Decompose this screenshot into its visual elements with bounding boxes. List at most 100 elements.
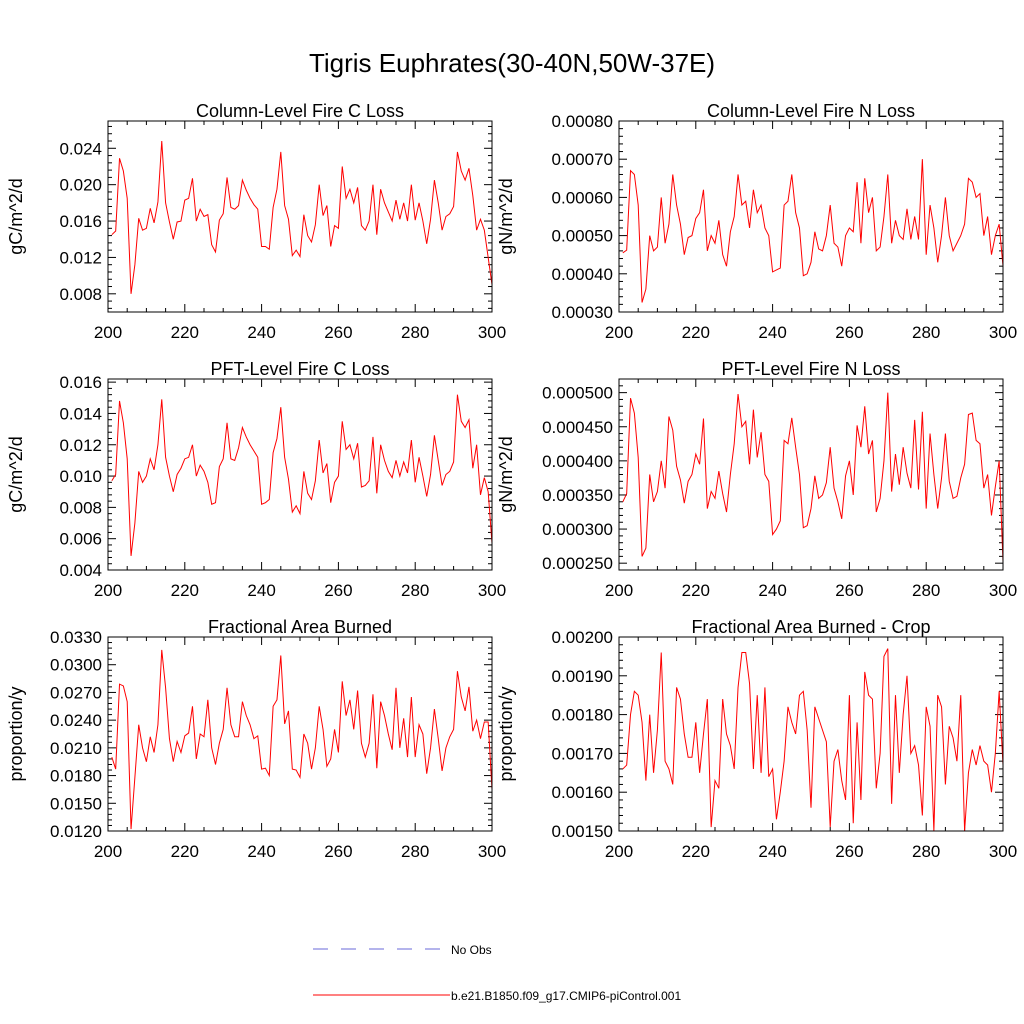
x-tick-label: 240: [758, 842, 786, 861]
y-tick-label: 0.012: [59, 436, 102, 455]
figure-title: Tigris Euphrates(30-40N,50W-37E): [309, 48, 715, 78]
y-tick-label: 0.00050: [552, 227, 613, 246]
y-tick-label: 0.00200: [552, 628, 613, 647]
y-tick-label: 0.000500: [542, 384, 613, 403]
y-tick-label: 0.000450: [542, 418, 613, 437]
x-tick-label: 260: [835, 581, 863, 600]
x-tick-label: 280: [401, 842, 429, 861]
y-tick-label: 0.00080: [552, 112, 613, 131]
x-tick-label: 240: [247, 581, 275, 600]
y-tick-label: 0.00170: [552, 744, 613, 763]
x-tick-label: 220: [682, 842, 710, 861]
y-tick-label: 0.000300: [542, 520, 613, 539]
y-tick-label: 0.00160: [552, 783, 613, 802]
y-tick-label: 0.008: [59, 498, 102, 517]
panel-title: PFT-Level Fire N Loss: [721, 359, 900, 379]
x-tick-label: 220: [171, 842, 199, 861]
chart-panel-2: Column-Level Fire N Loss gN/m^2/d 200 220 24…: [496, 101, 1017, 342]
chart-panel-4: PFT-Level Fire N Loss gN/m^2/d 200 220 240 26…: [496, 359, 1017, 600]
x-tick-label: 200: [94, 581, 122, 600]
y-tick-label: 0.0330: [50, 628, 102, 647]
x-tick-label: 260: [324, 323, 352, 342]
panel-title: Fractional Area Burned: [208, 617, 392, 637]
y-axis-label: gC/m^2/d: [6, 178, 26, 254]
plot-frame: [107, 120, 493, 313]
x-tick-label: 240: [758, 581, 786, 600]
x-tick-label: 260: [324, 581, 352, 600]
x-tick-label: 240: [247, 323, 275, 342]
legend-label-no-obs: No Obs: [451, 943, 492, 957]
x-tick-label: 220: [171, 581, 199, 600]
y-tick-label: 0.008: [59, 285, 102, 304]
chart-panel-3: PFT-Level Fire C Loss gC/m^2/d 200 220 240 26…: [6, 359, 506, 600]
y-tick-label: 0.000350: [542, 486, 613, 505]
panel-title: PFT-Level Fire C Loss: [210, 359, 389, 379]
y-tick-label: 0.0240: [50, 711, 102, 730]
y-tick-label: 0.0270: [50, 683, 102, 702]
y-tick-label: 0.00040: [552, 265, 613, 284]
y-tick-label: 0.0120: [50, 822, 102, 841]
x-tick-label: 300: [989, 842, 1017, 861]
chart-panel-6: Fractional Area Burned - Crop proportion/…: [496, 617, 1017, 861]
chart-panels: Column-Level Fire C Loss gC/m^2/d 200 220 24…: [6, 101, 1017, 861]
y-tick-label: 0.024: [59, 139, 102, 158]
y-tick-label: 0.000400: [542, 452, 613, 471]
y-axis-label: proportion/y: [6, 686, 26, 781]
x-tick-label: 240: [758, 323, 786, 342]
y-tick-label: 0.012: [59, 248, 102, 267]
y-tick-label: 0.010: [59, 467, 102, 486]
x-tick-label: 280: [912, 581, 940, 600]
panel-title: Column-Level Fire N Loss: [707, 101, 915, 121]
panel-title: Column-Level Fire C Loss: [196, 101, 404, 121]
y-tick-label: 0.00070: [552, 150, 613, 169]
x-tick-label: 260: [835, 842, 863, 861]
x-tick-label: 220: [682, 323, 710, 342]
series-line-1: [111, 140, 492, 294]
plot-frame: [107, 636, 493, 832]
y-tick-label: 0.00150: [552, 822, 613, 841]
x-tick-label: 280: [912, 842, 940, 861]
y-tick-label: 0.0150: [50, 794, 102, 813]
x-tick-label: 200: [605, 323, 633, 342]
x-tick-label: 260: [835, 323, 863, 342]
y-tick-label: 0.0300: [50, 656, 102, 675]
plot-frame: [618, 378, 1004, 571]
series-line-1: [111, 649, 492, 830]
x-tick-label: 280: [912, 323, 940, 342]
y-tick-label: 0.0180: [50, 767, 102, 786]
series-line-1: [622, 159, 1003, 303]
y-tick-label: 0.00190: [552, 667, 613, 686]
legend-label-model: b.e21.B1850.f09_g17.CMIP6-piControl.001: [451, 989, 681, 1003]
plot-frame: [107, 378, 493, 571]
y-tick-label: 0.014: [59, 404, 102, 423]
x-tick-label: 300: [989, 581, 1017, 600]
x-tick-label: 220: [171, 323, 199, 342]
y-tick-label: 0.016: [59, 212, 102, 231]
x-tick-label: 280: [401, 581, 429, 600]
legend: No Obs b.e21.B1850.f09_g17.CMIP6-piContr…: [313, 943, 681, 1003]
y-axis-label: gN/m^2/d: [496, 436, 516, 512]
x-tick-label: 260: [324, 842, 352, 861]
y-tick-label: 0.004: [59, 561, 102, 580]
y-tick-label: 0.020: [59, 176, 102, 195]
x-tick-label: 200: [94, 323, 122, 342]
y-tick-label: 0.000250: [542, 554, 613, 573]
x-tick-label: 220: [682, 581, 710, 600]
x-tick-label: 300: [989, 323, 1017, 342]
y-tick-label: 0.016: [59, 373, 102, 392]
y-axis-label: gC/m^2/d: [6, 436, 26, 512]
y-tick-label: 0.006: [59, 530, 102, 549]
y-tick-label: 0.00180: [552, 706, 613, 725]
series-line-1: [622, 392, 1003, 562]
x-tick-label: 300: [478, 581, 506, 600]
x-tick-label: 240: [247, 842, 275, 861]
plot-frame: [618, 636, 1004, 832]
chart-panel-5: Fractional Area Burned proportion/y 200 220…: [6, 617, 506, 861]
x-tick-label: 200: [94, 842, 122, 861]
series-line-1: [622, 648, 1003, 831]
y-tick-label: 0.00030: [552, 303, 613, 322]
y-tick-label: 0.0210: [50, 739, 102, 758]
y-axis-label: gN/m^2/d: [496, 178, 516, 254]
x-tick-label: 300: [478, 323, 506, 342]
